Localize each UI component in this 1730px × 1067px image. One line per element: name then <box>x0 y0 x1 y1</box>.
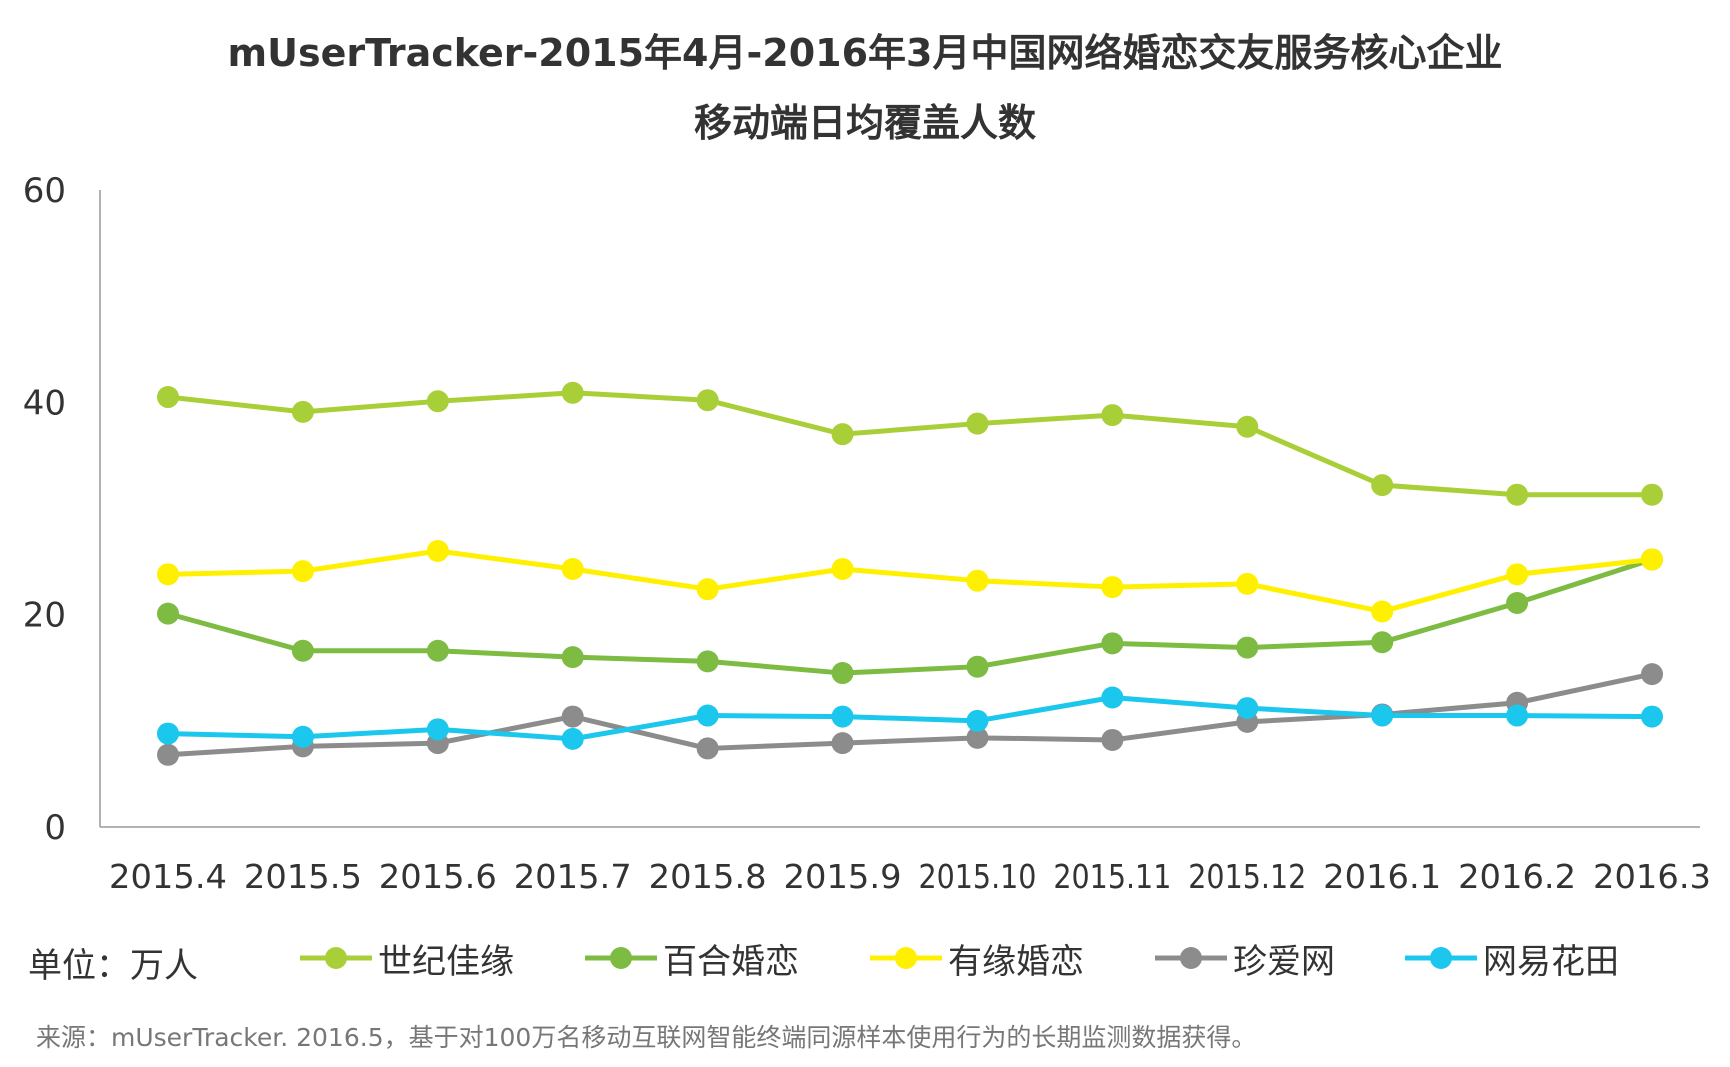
legend-marker-icon <box>585 947 657 969</box>
data-point <box>426 718 449 741</box>
series-line-2 <box>167 548 1653 614</box>
chart-subtitle: 移动端日均覆盖人数 <box>693 101 1036 145</box>
data-point <box>1506 704 1529 727</box>
data-point <box>966 412 989 435</box>
data-point <box>696 704 719 727</box>
legend-item-shijijiayuan: 世纪佳缘 <box>300 933 514 983</box>
series-line-3 <box>167 671 1653 758</box>
data-point <box>157 386 179 409</box>
data-point <box>426 539 449 562</box>
x-tick-label: 2016.1 <box>1323 857 1441 896</box>
data-point <box>831 662 854 685</box>
data-point <box>1371 704 1394 727</box>
legend-marker-icon <box>1405 947 1477 969</box>
series-line-1 <box>167 557 1653 676</box>
data-point <box>696 578 719 601</box>
source-note: 来源：mUserTracker. 2016.5，基于对100万名移动互联网智能终… <box>36 1023 1257 1052</box>
data-point <box>157 722 179 745</box>
legend-item-youyuan: 有缘婚恋 <box>870 933 1084 983</box>
data-point <box>1371 631 1394 654</box>
data-point <box>966 655 989 678</box>
data-point <box>291 639 314 662</box>
series-line-4 <box>167 694 1653 742</box>
legend-label: 珍爱网 <box>1233 941 1335 982</box>
legend-label: 世纪佳缘 <box>378 941 514 982</box>
x-tick-label: 2015.12 <box>1188 857 1306 896</box>
x-tick-label: 2015.11 <box>1053 857 1171 896</box>
data-point <box>1101 576 1124 599</box>
data-point <box>831 423 854 446</box>
data-point <box>696 389 719 412</box>
data-point <box>157 743 179 766</box>
line-chart: 0 20 40 60 2015.4 2015.5 2015.6 2015.7 2015.8 201… <box>23 171 1711 896</box>
x-tick-label: 2015.10 <box>918 857 1036 896</box>
legend-item-baihe: 百合婚恋 <box>585 933 799 983</box>
legend-item-wangyihuatian: 网易花田 <box>1405 933 1619 983</box>
x-tick-label: 2016.3 <box>1593 857 1711 896</box>
data-point <box>966 569 989 592</box>
data-point <box>561 646 584 669</box>
series-line-0 <box>167 390 1652 498</box>
data-point <box>426 390 449 413</box>
data-point <box>157 563 179 586</box>
data-point <box>561 381 584 404</box>
y-tick-label: 60 <box>23 171 66 211</box>
unit-label: 单位：万人 <box>28 946 198 986</box>
data-point <box>1506 591 1529 614</box>
data-point <box>291 560 314 583</box>
data-point <box>561 727 584 750</box>
data-point <box>831 732 854 755</box>
legend-item-zhenai: 珍爱网 <box>1155 933 1335 983</box>
data-point <box>1371 600 1394 623</box>
y-tick-label: 20 <box>23 596 66 636</box>
data-point <box>291 400 314 423</box>
data-point <box>1641 663 1663 686</box>
data-point <box>1101 686 1124 709</box>
x-tick-label: 2015.4 <box>109 857 227 896</box>
x-tick-label: 2015.9 <box>784 857 902 896</box>
data-point <box>1371 474 1394 497</box>
legend-label: 百合婚恋 <box>663 941 799 982</box>
legend-label: 有缘婚恋 <box>948 941 1084 982</box>
data-point <box>561 558 584 581</box>
data-point <box>1101 404 1124 427</box>
data-point <box>1641 483 1663 506</box>
data-point <box>966 709 989 732</box>
data-point <box>1641 705 1663 728</box>
data-point <box>157 602 179 625</box>
legend-marker-icon <box>1155 947 1227 969</box>
data-point <box>696 737 719 760</box>
data-point <box>1641 548 1663 571</box>
x-tick-label: 2016.2 <box>1458 857 1576 896</box>
legend-marker-icon <box>870 947 942 969</box>
data-point <box>1236 415 1259 438</box>
data-point <box>966 726 989 749</box>
x-tick-label: 2015.8 <box>649 857 767 896</box>
chart-title: mUserTracker-2015年4月-2016年3月中国网络婚恋交友服务核心… <box>227 31 1503 75</box>
data-point <box>561 705 584 728</box>
x-tick-label: 2015.7 <box>514 857 632 896</box>
data-point <box>1101 632 1124 655</box>
x-tick-label: 2015.6 <box>379 857 497 896</box>
y-tick-label: 0 <box>44 808 66 848</box>
legend-label: 网易花田 <box>1483 941 1619 982</box>
data-point <box>831 705 854 728</box>
data-point <box>1506 483 1529 506</box>
data-point <box>1236 572 1259 595</box>
data-point <box>1101 728 1124 751</box>
legend-marker-icon <box>300 947 372 969</box>
x-tick-label: 2015.5 <box>244 857 362 896</box>
data-point <box>696 650 719 673</box>
data-point <box>1236 697 1259 720</box>
y-tick-label: 40 <box>23 383 66 423</box>
data-point <box>1506 563 1529 586</box>
data-point <box>1236 636 1259 659</box>
data-point <box>426 639 449 662</box>
data-point <box>291 725 314 748</box>
data-point <box>831 558 854 581</box>
